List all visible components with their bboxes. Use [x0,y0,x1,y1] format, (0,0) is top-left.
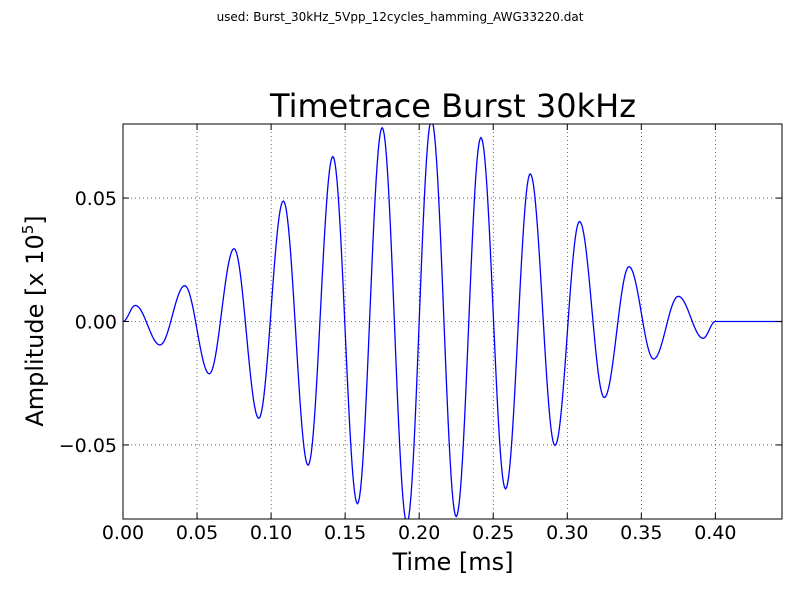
y-axis-label: Amplitude [x 105] [19,215,49,426]
y-axis-label-close: ] [21,215,49,224]
x-tick-label: 0.20 [398,522,440,544]
series-line [123,124,782,519]
x-tick-label: 0.40 [694,522,736,544]
x-tick-label: 0.15 [324,522,366,544]
x-tick-label: 0.10 [250,522,292,544]
x-tick-label: 0.25 [472,522,514,544]
chart-title: Timetrace Burst 30kHz [269,87,636,125]
x-axis-label: Time [ms] [392,548,514,576]
y-axis-label-exponent: 5 [19,225,37,235]
y-tick-label: 0.00 [75,312,117,334]
y-axis-label-main: Amplitude [x 10 [21,234,49,426]
x-tick-label: 0.35 [620,522,662,544]
plot-area [123,124,782,519]
axis-ticks: 0.00 0.05 0.10 0.15 0.20 0.25 0.30 0.35 0.40 0.05… [59,124,782,544]
x-tick-label: 0.00 [102,522,144,544]
grid [122,124,782,519]
x-tick-label: 0.05 [176,522,218,544]
y-tick-label: −0.05 [59,435,117,457]
figure-suptitle: used: Burst_30kHz_5Vpp_12cycles_hamming_… [216,10,584,24]
x-tick-label: 0.30 [546,522,588,544]
y-tick-label: 0.05 [75,188,117,210]
